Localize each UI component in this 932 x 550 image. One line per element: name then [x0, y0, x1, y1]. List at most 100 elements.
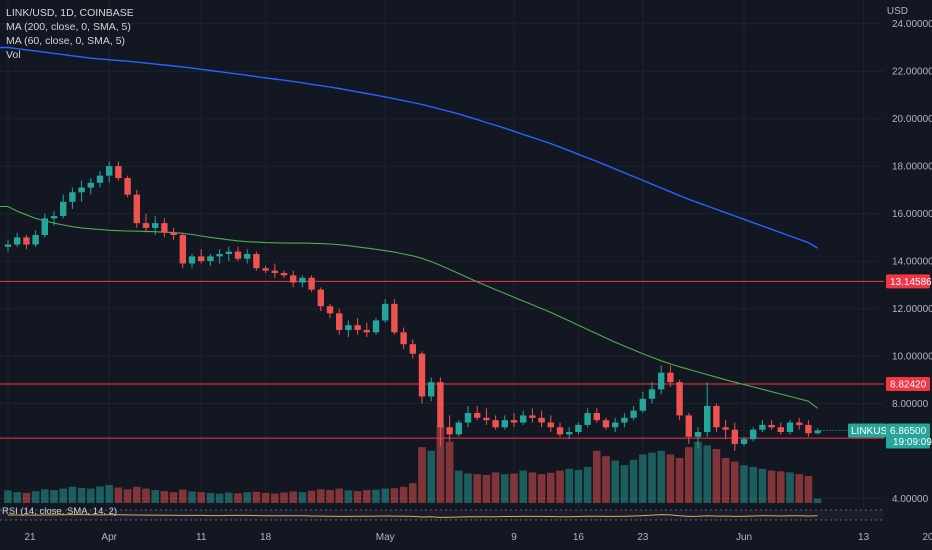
- candle-81: [750, 427, 757, 442]
- volume-bar-2: [22, 492, 31, 503]
- candle-body-29: [271, 270, 278, 273]
- candle-body-7: [69, 192, 76, 202]
- price-tick-4: 16.00000: [892, 209, 932, 220]
- candle-body-9: [87, 182, 94, 188]
- volume-bar-65: [602, 456, 610, 503]
- candle-74: [685, 413, 692, 444]
- candle-27: [253, 251, 260, 271]
- candle-body-35: [326, 306, 334, 314]
- volume-bar-27: [252, 491, 261, 503]
- candle-36: [336, 308, 343, 335]
- candle-67: [621, 413, 628, 428]
- volume-bar-76: [703, 445, 711, 503]
- candle-body-38: [354, 325, 361, 330]
- candle-10: [96, 170, 104, 188]
- volume-bar-88: [813, 498, 822, 503]
- last-price-tag-bg: [886, 423, 930, 449]
- candle-23: [216, 249, 223, 264]
- volume-bar-11: [105, 485, 113, 503]
- candle-body-5: [50, 216, 58, 219]
- candle-13: [124, 175, 131, 198]
- volume-bar-59: [547, 472, 555, 503]
- candle-body-25: [234, 251, 242, 259]
- candle-body-64: [593, 413, 600, 421]
- candle-body-52: [483, 417, 490, 421]
- indicator-legend: LINK/USD, 1D, COINBASE MA (200, close, 0…: [6, 6, 134, 62]
- candle-84: [777, 422, 784, 435]
- candle-86: [796, 417, 803, 430]
- volume-bar-51: [473, 474, 481, 503]
- candle-2: [23, 235, 30, 250]
- candle-24: [225, 246, 232, 262]
- candle-14: [133, 189, 140, 228]
- legend-volume[interactable]: Vol: [6, 49, 21, 61]
- rsi-background: [0, 508, 884, 522]
- volume-bar-56: [519, 470, 527, 503]
- candle-body-66: [612, 422, 619, 428]
- candles: [4, 161, 821, 452]
- legend-ma200[interactable]: MA (200, close, 0, SMA, 5): [6, 21, 131, 33]
- volume-bar-18: [169, 492, 178, 503]
- candle-80: [740, 436, 748, 447]
- symbol-title[interactable]: LINK/USD, 1D, COINBASE: [6, 7, 134, 19]
- candle-body-49: [455, 422, 462, 435]
- candle-64: [593, 408, 600, 423]
- candle-body-48: [446, 427, 453, 435]
- candle-body-81: [750, 429, 757, 440]
- volume-bar-39: [363, 490, 371, 503]
- candle-43: [400, 327, 407, 349]
- legend-ma60[interactable]: MA (60, close, 0, SMA, 5): [6, 35, 126, 47]
- volume-bar-23: [215, 493, 224, 503]
- candle-body-53: [492, 420, 499, 428]
- candle-17: [161, 218, 168, 238]
- volume-bar-13: [123, 489, 132, 503]
- legend-rsi[interactable]: RSI (14, close, SMA, 14, 2): [2, 506, 118, 517]
- volume-bar-9: [87, 488, 95, 503]
- candle-body-14: [133, 194, 140, 224]
- volume-bar-45: [418, 447, 426, 503]
- volume-bar-10: [96, 486, 104, 503]
- candle-5: [50, 211, 58, 226]
- volume-bar-28: [261, 492, 270, 503]
- volume-bar-67: [620, 465, 629, 503]
- volume-bar-46: [427, 450, 435, 503]
- candle-85: [786, 420, 794, 435]
- volume-bar-58: [537, 474, 546, 503]
- volume-bar-15: [142, 488, 150, 503]
- candle-66: [612, 417, 619, 433]
- candle-78: [722, 420, 729, 440]
- rsi-pane: [0, 508, 884, 522]
- volume-bar-30: [280, 492, 288, 503]
- candle-63: [584, 408, 591, 428]
- volume-bar-31: [289, 491, 297, 503]
- rsi-band: [0, 510, 884, 520]
- volume-bar-81: [749, 467, 757, 503]
- time-tick-10: 20: [922, 532, 932, 543]
- candle-19: [179, 232, 186, 269]
- candle-16: [152, 216, 159, 236]
- volume-bar-22: [206, 492, 215, 503]
- volume-bar-48: [445, 441, 454, 503]
- candle-77: [713, 403, 720, 433]
- volume-bar-77: [712, 449, 721, 503]
- candle-20: [188, 254, 196, 269]
- volume-bar-87: [804, 476, 813, 503]
- candle-body-75: [694, 432, 702, 437]
- volume-bar-75: [694, 441, 702, 503]
- candle-body-73: [676, 382, 683, 416]
- volume-bar-1: [13, 492, 21, 503]
- candle-51: [474, 405, 481, 421]
- candle-9: [87, 178, 94, 195]
- volume-bar-37: [344, 490, 353, 503]
- candle-18: [170, 227, 177, 240]
- currency-label[interactable]: USD: [886, 6, 908, 17]
- candle-body-33: [308, 277, 315, 290]
- volume-bar-79: [731, 461, 739, 503]
- candle-body-37: [345, 325, 352, 330]
- candle-body-67: [621, 417, 628, 423]
- candle-75: [694, 427, 702, 449]
- candle-55: [510, 413, 518, 428]
- candle-31: [290, 270, 297, 288]
- candle-body-56: [520, 415, 527, 423]
